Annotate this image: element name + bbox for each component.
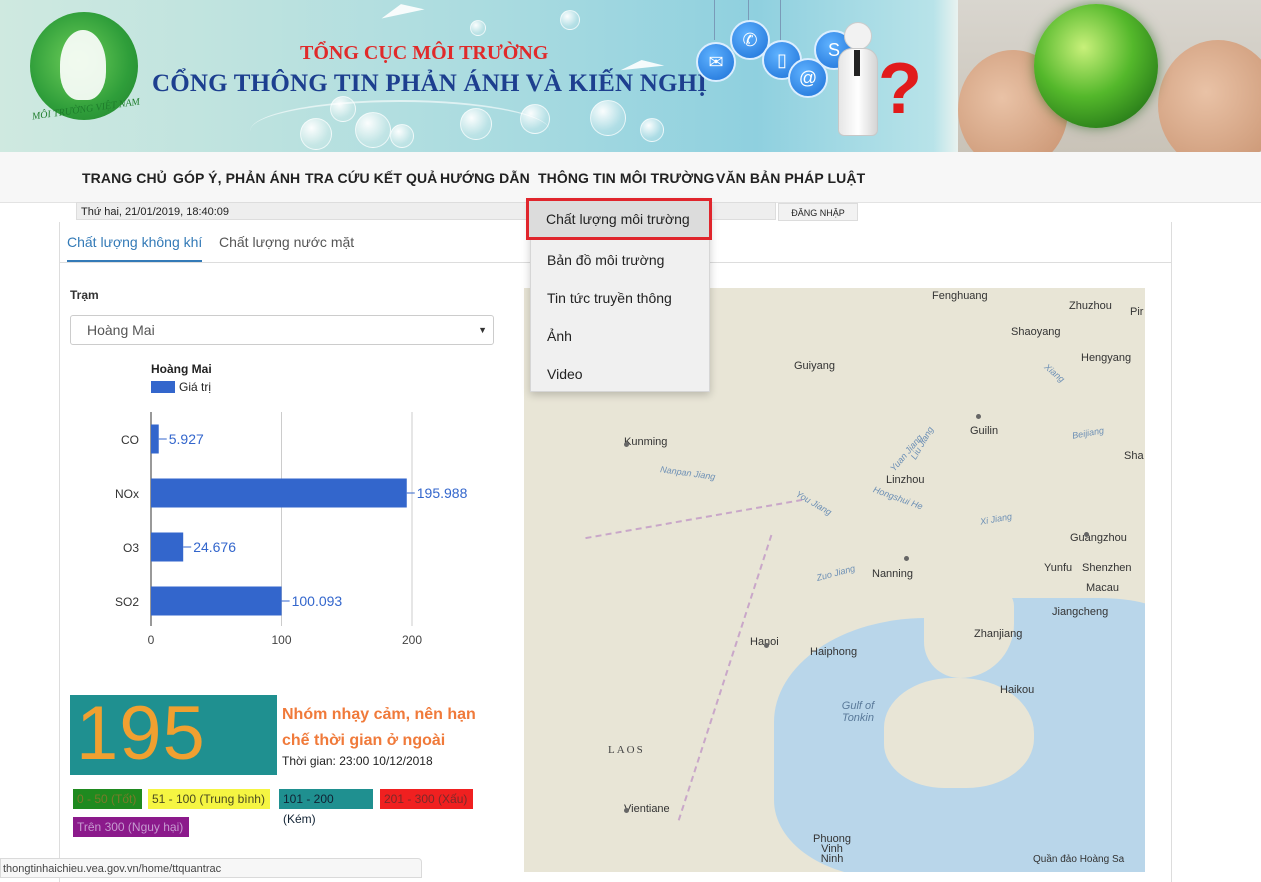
x-tick-label: 100 xyxy=(271,633,291,647)
map-city-label: Pir xyxy=(1130,306,1144,318)
question-mark-icon: ? xyxy=(878,49,922,129)
dropdown-item-media-news[interactable]: Tin tức truyền thông xyxy=(547,290,672,306)
chevron-down-icon: ▼ xyxy=(478,325,487,335)
bar[interactable] xyxy=(151,532,184,562)
scale-bad: 201 - 300 (Xấu) xyxy=(380,789,473,809)
nav-legal-documents[interactable]: VĂN BẢN PHÁP LUẬT xyxy=(716,170,866,186)
pollutant-bar-chart: 0 100 200 CO 5.927 NOx 195.988 O3 24.676 SO2 100.0… xyxy=(115,412,468,647)
bar[interactable] xyxy=(151,586,282,616)
email-icon: ✉ xyxy=(696,42,736,82)
map-attribution: Quần đảo Hoàng Sa xyxy=(1033,854,1125,865)
nav-feedback[interactable]: GÓP Ý, PHẢN ÁNH xyxy=(173,170,301,186)
category-label: CO xyxy=(121,433,139,447)
nav-lookup-results[interactable]: TRA CỨU KẾT QUẢ xyxy=(305,170,438,186)
map-city-label: Hengyang xyxy=(1081,352,1132,364)
scale-moderate: 51 - 100 (Trung bình) xyxy=(148,789,270,809)
category-label: O3 xyxy=(123,541,139,555)
at-sign-icon: @ xyxy=(788,58,828,98)
scale-good: 0 - 50 (Tốt) xyxy=(73,789,142,809)
station-select[interactable]: Hoàng Mai ▼ xyxy=(70,315,494,345)
header-banner: MÔI TRƯỜNG VIỆT NAM TỔNG CỤC MÔI TRƯỜNG … xyxy=(0,0,1261,152)
map-city-label: Phuong Vinh Ninh xyxy=(813,833,851,865)
station-selected-value: Hoàng Mai xyxy=(87,322,155,338)
map-country-label: LAOS xyxy=(608,744,645,756)
org-name: TỔNG CỤC MÔI TRƯỜNG xyxy=(300,42,549,64)
dropdown-item-label: Chất lượng môi trường xyxy=(546,211,690,227)
legend-swatch xyxy=(151,381,175,393)
map-city-label: Kunming xyxy=(624,436,668,448)
map-city-label: Zhanjiang xyxy=(974,628,1023,640)
map-city-label: Shaoyang xyxy=(1011,326,1061,338)
map-river-label: Nanpan Jiang xyxy=(659,464,716,482)
map-city-label: Haiphong xyxy=(810,646,858,658)
map-city-label: Fenghuang xyxy=(932,290,988,302)
dropdown-item-photos[interactable]: Ảnh xyxy=(547,328,572,344)
globe-image xyxy=(958,0,1261,152)
main-nav: TRANG CHỦ GÓP Ý, PHẢN ÁNH TRA CỨU KẾT QU… xyxy=(0,152,1261,203)
quality-tabs: Chất lượng không khí Chất lượng nước mặt xyxy=(60,222,1171,263)
map-city-label: Guilin xyxy=(970,425,999,437)
aqi-description: Nhóm nhạy cảm, nên hạn chế thời gian ở n… xyxy=(282,706,476,749)
aqi-box xyxy=(70,695,277,775)
data-label: 100.093 xyxy=(292,593,343,609)
dropdown-item-environment-quality[interactable]: Chất lượng môi trường xyxy=(526,198,712,240)
nav-environment-info[interactable]: THÔNG TIN MÔI TRƯỜNG xyxy=(538,170,715,186)
scale-hazardous: Trên 300 (Nguy hại) xyxy=(73,817,189,837)
map-river-label: Xiang xyxy=(1042,361,1067,385)
map-city-label: Haikou xyxy=(1000,684,1035,696)
dropdown-item-environment-map[interactable]: Bản đồ môi trường xyxy=(547,252,665,268)
map-river-label: Zuo Jiang xyxy=(815,563,857,583)
scale-poor: 101 - 200 (Kém) xyxy=(279,789,373,826)
chart-legend: Giá trị xyxy=(151,380,211,394)
map-river-label: Beijiang xyxy=(1071,425,1105,441)
map-city-label: Guangzhou xyxy=(1070,532,1127,544)
bar[interactable] xyxy=(151,478,407,508)
map-city-label: Zhuzhou xyxy=(1069,300,1112,312)
portal-title: CỔNG THÔNG TIN PHẢN ÁNH VÀ KIẾN NGHỊ xyxy=(152,70,708,97)
map-city-label: Shenzhen xyxy=(1082,562,1132,574)
chart-title: Hoàng Mai xyxy=(151,362,212,376)
map-city-label: Linzhou xyxy=(886,474,925,486)
map-river-label: Xi Jiang xyxy=(979,511,1013,527)
tab-air-quality[interactable]: Chất lượng không khí xyxy=(67,234,203,262)
nav-guide[interactable]: HƯỚNG DẪN xyxy=(440,170,530,186)
aqi-time: Thời gian: 23:00 10/12/2018 xyxy=(282,754,433,768)
x-tick-label: 0 xyxy=(148,633,155,647)
map-river-label: Hongshui He xyxy=(871,484,925,512)
map-city-label: Yunfu xyxy=(1044,562,1073,574)
data-label: 5.927 xyxy=(169,431,204,447)
logo[interactable] xyxy=(30,12,138,120)
legend-label: Giá trị xyxy=(179,380,212,394)
map-city-label: Macau xyxy=(1086,582,1120,594)
contact-icons: ✉ ✆ ▯ @ S xyxy=(694,0,854,98)
map-city-label: Nanning xyxy=(872,568,913,580)
bar[interactable] xyxy=(151,424,159,454)
status-bar-url: thongtinhaichieu.vea.gov.vn/home/ttquant… xyxy=(0,858,422,878)
station-label: Trạm xyxy=(70,288,99,302)
map-city-label: Jiangcheng xyxy=(1052,606,1109,618)
data-label: 195.988 xyxy=(417,485,468,501)
map-city-label: Vientiane xyxy=(624,803,670,815)
nav-home[interactable]: TRANG CHỦ xyxy=(82,170,167,186)
category-label: NOx xyxy=(115,487,139,501)
map-city-label: Sha xyxy=(1124,450,1144,462)
login-button[interactable]: ĐĂNG NHẬP xyxy=(778,203,858,221)
data-label: 24.676 xyxy=(193,539,236,555)
category-label: SO2 xyxy=(115,595,139,609)
map-city-label: Hanoi xyxy=(750,636,779,648)
map-sea-label: Gulf of Tonkin xyxy=(841,700,875,724)
x-tick-label: 200 xyxy=(402,633,422,647)
aqi-value: 195 xyxy=(76,691,206,776)
tab-surface-water[interactable]: Chất lượng nước mặt xyxy=(219,234,355,250)
dropdown-item-video[interactable]: Video xyxy=(547,366,583,382)
figure-illustration xyxy=(830,22,885,136)
map-city-label: Guiyang xyxy=(794,360,835,372)
